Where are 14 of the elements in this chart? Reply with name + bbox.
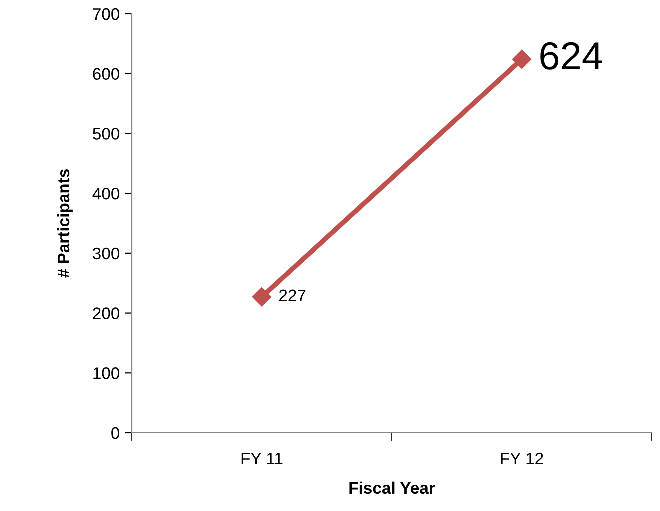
- y-axis-title: # Participants: [57, 170, 73, 278]
- y-tick-label: 700: [93, 8, 120, 20]
- data-label: 227: [280, 290, 306, 302]
- y-tick-label: 600: [93, 68, 120, 80]
- x-axis-title: Fiscal Year: [350, 482, 436, 494]
- x-tick-label: FY 12: [501, 452, 544, 465]
- y-tick-label: 400: [92, 188, 120, 200]
- y-tick-label: 0: [112, 427, 120, 440]
- x-tick-label: FY 11: [242, 453, 283, 465]
- y-tick-label: 100: [94, 368, 120, 380]
- y-tick-label: 300: [93, 248, 120, 260]
- y-tick-label: 500: [93, 128, 120, 140]
- y-tick-label: 200: [93, 308, 120, 320]
- data-label: 624: [540, 42, 602, 70]
